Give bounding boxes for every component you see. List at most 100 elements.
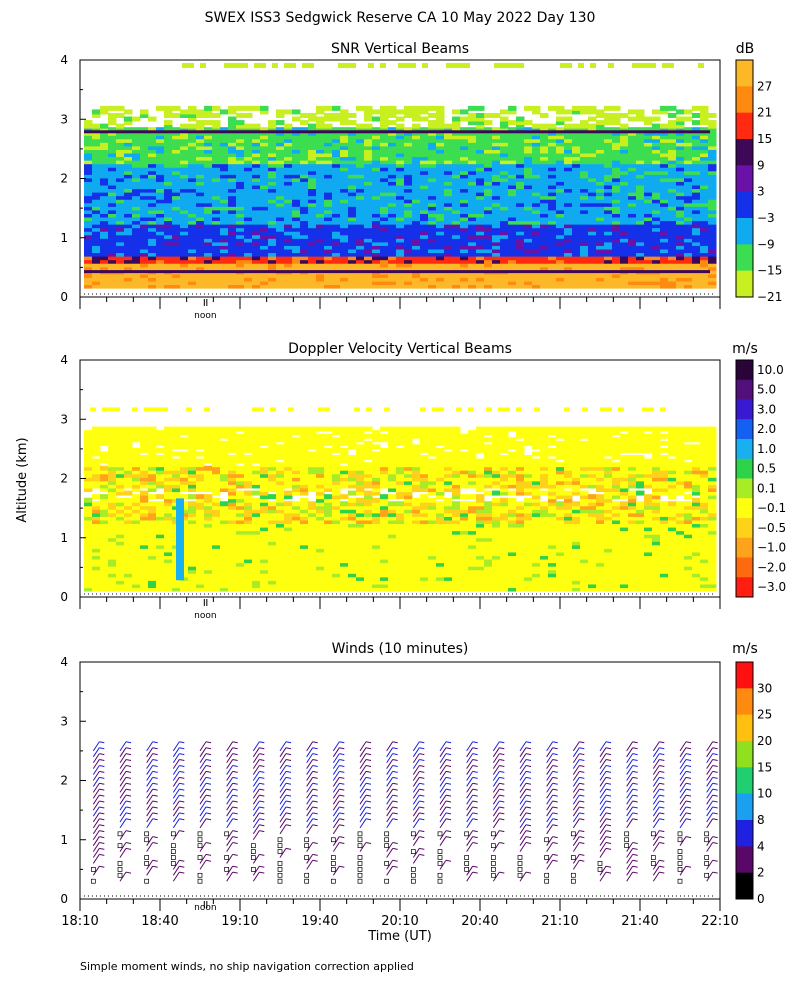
doppler-cell xyxy=(100,427,109,432)
snr-cell xyxy=(100,106,109,111)
doppler-heatmap xyxy=(84,407,717,591)
snr-cell xyxy=(484,113,493,118)
snr-cell xyxy=(188,63,194,68)
snr-cell xyxy=(556,117,565,122)
snr-cell xyxy=(92,109,101,114)
snr-cell xyxy=(108,106,117,111)
snr-cell xyxy=(420,106,429,111)
snr-cell xyxy=(652,109,661,114)
colorbar-label: −21 xyxy=(757,290,782,304)
snr-cell xyxy=(652,124,661,129)
snr-cell xyxy=(116,106,125,111)
doppler-cell xyxy=(204,494,213,499)
doppler-cell xyxy=(140,491,149,496)
snr-cell xyxy=(180,124,189,129)
snr-cell xyxy=(644,63,650,68)
snr-cell xyxy=(620,113,629,118)
snr-cell xyxy=(276,109,285,114)
doppler-cell xyxy=(124,427,133,432)
doppler-cell xyxy=(164,427,173,432)
colorbar-swatch xyxy=(736,165,753,192)
snr-cell xyxy=(632,63,638,68)
doppler-cell xyxy=(252,491,261,496)
snr-cell xyxy=(452,117,461,122)
doppler-panel-title: Doppler Velocity Vertical Beams xyxy=(288,341,512,357)
doppler-cell xyxy=(116,427,125,432)
doppler-cell xyxy=(188,501,197,506)
snr-cell xyxy=(268,120,277,125)
doppler-cell xyxy=(132,448,141,453)
snr-panel: SNR Vertical Beams dB 27211593−3−9−15−21… xyxy=(60,41,782,321)
snr-cell xyxy=(188,106,197,111)
snr-cell xyxy=(668,113,677,118)
snr-cell xyxy=(436,106,445,111)
doppler-cell xyxy=(148,427,157,432)
snr-cell xyxy=(464,63,470,68)
snr-cell xyxy=(236,120,245,125)
snr-cell xyxy=(548,124,557,129)
colorbar-swatch xyxy=(736,271,753,298)
colorbar-swatch xyxy=(736,113,753,140)
snr-cell xyxy=(380,63,386,68)
snr-cell xyxy=(396,109,405,114)
snr-cell xyxy=(228,117,237,122)
doppler-cell xyxy=(148,494,157,499)
snr-cell xyxy=(620,124,629,129)
snr-cell xyxy=(300,120,309,125)
doppler-cell xyxy=(252,498,261,503)
snr-cell xyxy=(302,63,308,68)
colorbar-label: 9 xyxy=(757,158,765,172)
snr-cell xyxy=(484,120,493,125)
snr-cell xyxy=(356,124,365,129)
snr-cell xyxy=(388,120,397,125)
snr-cell xyxy=(284,124,293,129)
doppler-cell xyxy=(172,451,181,456)
snr-cell xyxy=(572,124,581,129)
snr-cell xyxy=(650,63,656,68)
snr-cell xyxy=(200,63,206,68)
doppler-cell xyxy=(100,494,109,499)
snr-cell xyxy=(420,117,429,122)
doppler-cell xyxy=(212,498,221,503)
snr-cell xyxy=(676,109,685,114)
snr-cell xyxy=(372,109,381,114)
doppler-cell xyxy=(108,427,117,432)
doppler-cell xyxy=(156,494,165,499)
snr-cell xyxy=(446,63,452,68)
doppler-cell xyxy=(196,451,205,456)
doppler-cell xyxy=(228,455,237,460)
doppler-cell xyxy=(92,501,101,506)
snr-cell xyxy=(692,120,701,125)
snr-cell xyxy=(708,113,717,118)
snr-cell xyxy=(604,106,613,111)
snr-cell xyxy=(700,106,709,111)
doppler-cell xyxy=(212,427,221,432)
figure-title: SWEX ISS3 Sedgwick Reserve CA 10 May 202… xyxy=(205,10,596,26)
snr-cell xyxy=(692,106,701,111)
snr-cell xyxy=(348,113,357,118)
snr-cell xyxy=(300,113,309,118)
snr-cell xyxy=(254,63,260,68)
snr-cell xyxy=(284,109,293,114)
snr-cell xyxy=(388,106,397,111)
snr-cell xyxy=(156,106,165,111)
doppler-cell xyxy=(172,427,181,432)
snr-cell xyxy=(340,109,349,114)
snr-cell xyxy=(396,124,405,129)
doppler-cell xyxy=(156,448,165,453)
snr-cell xyxy=(332,106,341,111)
doppler-cell xyxy=(84,498,93,503)
doppler-cell xyxy=(100,451,109,456)
colorbar-swatch xyxy=(736,192,753,219)
snr-cell xyxy=(428,120,437,125)
y-tick-label: 1 xyxy=(60,231,68,245)
snr-cell xyxy=(252,124,261,129)
colorbar-label: −3 xyxy=(757,211,775,225)
snr-cell xyxy=(212,113,221,118)
snr-cell xyxy=(512,63,518,68)
snr-cell xyxy=(324,124,333,129)
colorbar-label: −15 xyxy=(757,264,782,278)
snr-cell xyxy=(230,63,236,68)
